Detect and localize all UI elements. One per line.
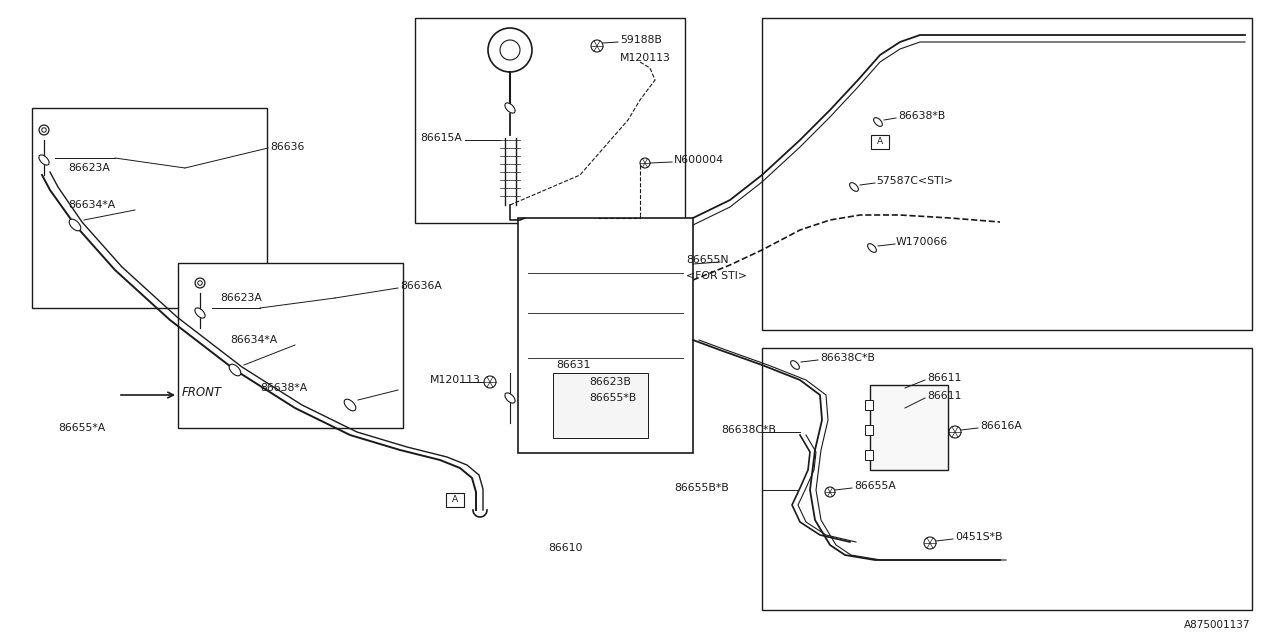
Text: 59188B: 59188B xyxy=(620,35,662,45)
Text: 86638*A: 86638*A xyxy=(260,383,307,393)
Text: 86638C*B: 86638C*B xyxy=(721,425,776,435)
Bar xyxy=(870,135,890,149)
Bar xyxy=(518,218,692,453)
Text: 86638*B: 86638*B xyxy=(899,111,945,121)
Text: 86655N: 86655N xyxy=(686,255,728,265)
Bar xyxy=(415,18,685,223)
Text: 86631: 86631 xyxy=(556,360,590,370)
Text: 57587C<STI>: 57587C<STI> xyxy=(876,176,954,186)
Text: 86655B*B: 86655B*B xyxy=(675,483,728,493)
Text: 86655A: 86655A xyxy=(854,481,896,491)
Ellipse shape xyxy=(229,364,241,376)
Text: M120113: M120113 xyxy=(620,53,671,63)
Text: 86638C*B: 86638C*B xyxy=(820,353,874,363)
Bar xyxy=(870,385,948,470)
Text: 86636A: 86636A xyxy=(399,281,442,291)
Text: 0451S*B: 0451S*B xyxy=(955,532,1002,542)
Ellipse shape xyxy=(504,393,515,403)
Text: 86655*B: 86655*B xyxy=(589,393,636,403)
Bar xyxy=(32,108,268,308)
Text: 86634*A: 86634*A xyxy=(230,335,278,345)
Ellipse shape xyxy=(850,182,859,191)
Ellipse shape xyxy=(868,244,877,252)
Bar xyxy=(178,263,403,428)
Ellipse shape xyxy=(344,399,356,411)
Text: A875001137: A875001137 xyxy=(1184,620,1251,630)
Ellipse shape xyxy=(791,360,800,369)
Text: 86611: 86611 xyxy=(927,391,961,401)
Text: 86655*A: 86655*A xyxy=(58,423,105,433)
Bar xyxy=(865,400,873,410)
Ellipse shape xyxy=(69,219,81,231)
Text: A: A xyxy=(452,495,458,504)
Text: 86634*A: 86634*A xyxy=(68,200,115,210)
Text: W170066: W170066 xyxy=(896,237,948,247)
Bar xyxy=(762,18,1252,330)
Text: N600004: N600004 xyxy=(675,155,724,165)
Bar xyxy=(865,425,873,435)
Text: 86623A: 86623A xyxy=(68,163,110,173)
Text: 86623B: 86623B xyxy=(589,377,631,387)
Text: FRONT: FRONT xyxy=(182,387,221,399)
Text: A: A xyxy=(877,138,883,147)
Ellipse shape xyxy=(874,118,882,126)
Ellipse shape xyxy=(38,155,49,165)
Ellipse shape xyxy=(504,103,515,113)
Bar xyxy=(553,373,648,438)
Bar xyxy=(762,348,1252,610)
Text: M120113: M120113 xyxy=(430,375,481,385)
Bar xyxy=(865,450,873,460)
Ellipse shape xyxy=(195,308,205,318)
Text: <FOR STI>: <FOR STI> xyxy=(686,271,748,281)
Text: 86636: 86636 xyxy=(270,142,305,152)
Text: 86616A: 86616A xyxy=(980,421,1021,431)
Text: 86623A: 86623A xyxy=(220,293,262,303)
Text: 86615A: 86615A xyxy=(420,133,462,143)
Text: 86611: 86611 xyxy=(927,373,961,383)
Bar xyxy=(445,493,465,507)
Text: 86610: 86610 xyxy=(548,543,582,553)
